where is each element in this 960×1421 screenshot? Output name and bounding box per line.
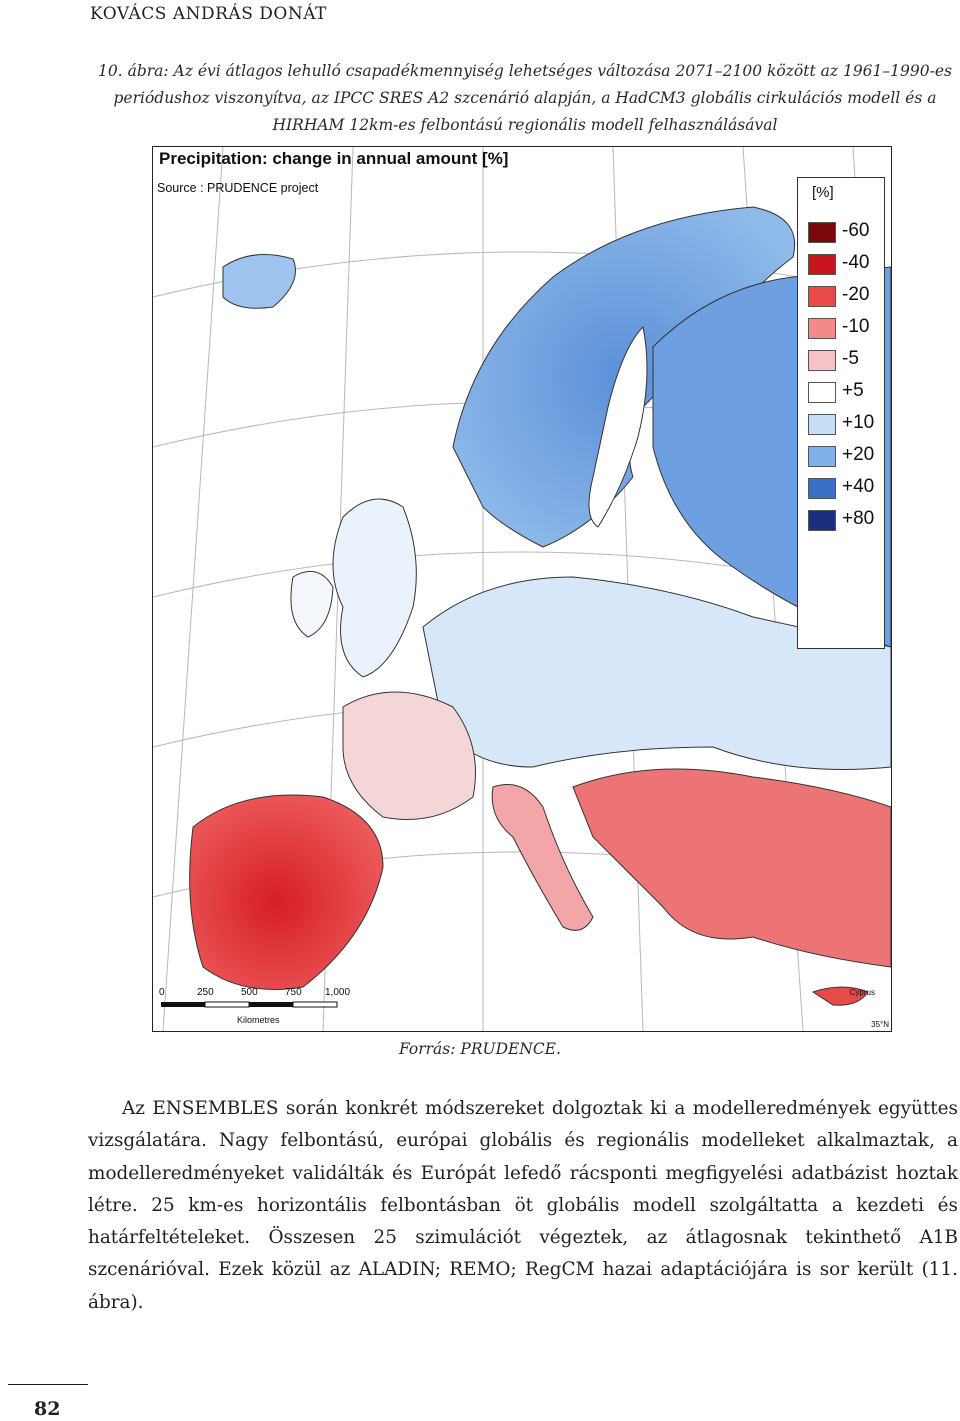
page-number: 82 (34, 1398, 61, 1420)
legend-item: -60 (808, 216, 882, 246)
cyprus-region (811, 986, 869, 1006)
italy-region (491, 784, 594, 931)
scale-bar-graphic (161, 1001, 338, 1008)
legend-label: +40 (842, 476, 875, 497)
baltic-sea (588, 325, 648, 528)
latitude-label: 35°N (871, 1020, 889, 1029)
legend-item: -20 (808, 280, 882, 310)
france-region (342, 691, 476, 820)
legend-item: +40 (808, 472, 882, 502)
legend-swatch (808, 510, 836, 531)
ireland-region (290, 570, 334, 638)
legend-item: +5 (808, 376, 882, 406)
legend-label: +20 (842, 444, 875, 465)
legend-item: -10 (808, 312, 882, 342)
legend-swatch (808, 286, 836, 307)
running-head: KOVÁCS ANDRÁS DONÁT (90, 4, 327, 24)
cyprus-inset-label: Cyprus (849, 988, 875, 997)
scale-tick: 0 (159, 987, 165, 998)
legend-swatch (808, 318, 836, 339)
scale-tick: 1,000 (325, 987, 351, 998)
precipitation-map: Precipitation: change in annual amount [… (152, 146, 892, 1032)
legend-item: +20 (808, 440, 882, 470)
legend-item: -40 (808, 248, 882, 278)
figure-caption: 10. ábra: Az évi átlagos lehulló csapadé… (98, 62, 952, 134)
legend-swatch (808, 254, 836, 275)
legend-item: +80 (808, 504, 882, 534)
legend-label: -5 (842, 348, 859, 369)
scale-tick: 500 (241, 987, 258, 998)
legend-label: +80 (842, 508, 875, 529)
legend-label: -40 (842, 252, 870, 273)
legend-label: +10 (842, 412, 875, 433)
figure-source: Forrás: PRUDENCE. (399, 1040, 561, 1058)
legend-item: -5 (808, 344, 882, 374)
legend-swatch (808, 478, 836, 499)
legend-swatch (808, 414, 836, 435)
central-europe-region (422, 576, 891, 770)
balkans-region (572, 768, 891, 968)
legend-unit: [%] (812, 184, 834, 201)
legend-item: +10 (808, 408, 882, 438)
body-paragraph: Az ENSEMBLES során konkrét módszereket d… (88, 1098, 958, 1313)
legend-swatch (808, 222, 836, 243)
body-text: Az ENSEMBLES során konkrét módszereket d… (88, 1093, 958, 1319)
scale-tick: 750 (285, 987, 302, 998)
legend-swatch (808, 350, 836, 371)
scale-unit: Kilometres (237, 1015, 280, 1025)
map-legend: [%] -60 -40 -20 -10 -5 +5 +10 (797, 177, 885, 649)
iberia-region (189, 794, 384, 990)
legend-label: -20 (842, 284, 870, 305)
map-title: Precipitation: change in annual amount [… (159, 149, 509, 168)
british-isles-region (332, 498, 417, 678)
scale-bar: 0 250 500 750 1,000 Kilometres (157, 987, 397, 1027)
map-graphic (153, 147, 891, 1031)
legend-label: -60 (842, 220, 870, 241)
map-source: Source : PRUDENCE project (157, 181, 319, 195)
iceland-region (222, 254, 296, 309)
legend-swatch (808, 446, 836, 467)
scale-tick: 250 (197, 987, 214, 998)
legend-swatch (808, 382, 836, 403)
page-number-rule (8, 1384, 88, 1385)
legend-label: -10 (842, 316, 870, 337)
legend-label: +5 (842, 380, 864, 401)
